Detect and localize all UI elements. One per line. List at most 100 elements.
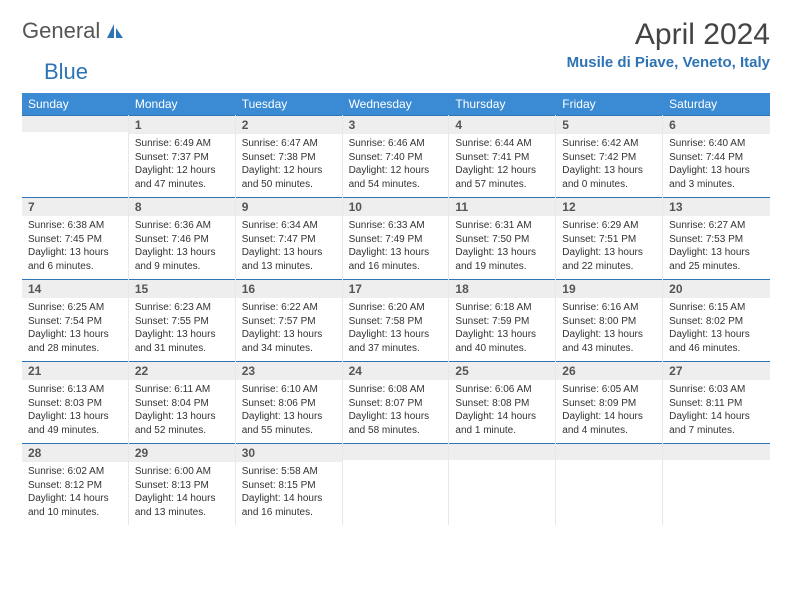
day-cell: 30Sunrise: 5:58 AMSunset: 8:15 PMDayligh… — [236, 443, 343, 525]
day-number: 10 — [343, 197, 449, 216]
day-details: Sunrise: 6:33 AMSunset: 7:49 PMDaylight:… — [343, 216, 449, 279]
day-details: Sunrise: 6:34 AMSunset: 7:47 PMDaylight:… — [236, 216, 342, 279]
dow-header-row: SundayMondayTuesdayWednesdayThursdayFrid… — [22, 93, 770, 115]
day-cell — [556, 443, 663, 525]
day-number: 6 — [663, 115, 770, 134]
day-cell: 22Sunrise: 6:11 AMSunset: 8:04 PMDayligh… — [129, 361, 236, 443]
logo-text-2: Blue — [44, 59, 88, 84]
day-cell: 16Sunrise: 6:22 AMSunset: 7:57 PMDayligh… — [236, 279, 343, 361]
dow-cell: Sunday — [22, 93, 129, 115]
day-number: 3 — [343, 115, 449, 134]
day-cell: 13Sunrise: 6:27 AMSunset: 7:53 PMDayligh… — [663, 197, 770, 279]
day-number: 17 — [343, 279, 449, 298]
day-details: Sunrise: 6:22 AMSunset: 7:57 PMDaylight:… — [236, 298, 342, 361]
day-details: Sunrise: 6:47 AMSunset: 7:38 PMDaylight:… — [236, 134, 342, 197]
day-number: 14 — [22, 279, 128, 298]
day-number — [556, 443, 662, 460]
day-number: 1 — [129, 115, 235, 134]
logo-sails-icon — [105, 22, 125, 40]
day-cell: 21Sunrise: 6:13 AMSunset: 8:03 PMDayligh… — [22, 361, 129, 443]
day-number: 9 — [236, 197, 342, 216]
day-number: 5 — [556, 115, 662, 134]
day-cell: 10Sunrise: 6:33 AMSunset: 7:49 PMDayligh… — [343, 197, 450, 279]
day-cell: 24Sunrise: 6:08 AMSunset: 8:07 PMDayligh… — [343, 361, 450, 443]
day-number: 20 — [663, 279, 770, 298]
day-cell: 15Sunrise: 6:23 AMSunset: 7:55 PMDayligh… — [129, 279, 236, 361]
week-row: 28Sunrise: 6:02 AMSunset: 8:12 PMDayligh… — [22, 443, 770, 525]
day-cell — [22, 115, 129, 197]
day-cell: 1Sunrise: 6:49 AMSunset: 7:37 PMDaylight… — [129, 115, 236, 197]
day-details: Sunrise: 5:58 AMSunset: 8:15 PMDaylight:… — [236, 462, 342, 525]
day-cell: 9Sunrise: 6:34 AMSunset: 7:47 PMDaylight… — [236, 197, 343, 279]
day-details: Sunrise: 6:23 AMSunset: 7:55 PMDaylight:… — [129, 298, 235, 361]
day-details: Sunrise: 6:31 AMSunset: 7:50 PMDaylight:… — [449, 216, 555, 279]
day-cell: 18Sunrise: 6:18 AMSunset: 7:59 PMDayligh… — [449, 279, 556, 361]
day-number: 30 — [236, 443, 342, 462]
day-cell: 3Sunrise: 6:46 AMSunset: 7:40 PMDaylight… — [343, 115, 450, 197]
day-cell: 19Sunrise: 6:16 AMSunset: 8:00 PMDayligh… — [556, 279, 663, 361]
day-number — [343, 443, 449, 460]
day-cell: 5Sunrise: 6:42 AMSunset: 7:42 PMDaylight… — [556, 115, 663, 197]
day-details: Sunrise: 6:49 AMSunset: 7:37 PMDaylight:… — [129, 134, 235, 197]
day-cell: 2Sunrise: 6:47 AMSunset: 7:38 PMDaylight… — [236, 115, 343, 197]
day-cell — [449, 443, 556, 525]
day-details: Sunrise: 6:13 AMSunset: 8:03 PMDaylight:… — [22, 380, 128, 443]
day-number: 11 — [449, 197, 555, 216]
day-details: Sunrise: 6:11 AMSunset: 8:04 PMDaylight:… — [129, 380, 235, 443]
day-number: 25 — [449, 361, 555, 380]
day-number: 15 — [129, 279, 235, 298]
day-details: Sunrise: 6:02 AMSunset: 8:12 PMDaylight:… — [22, 462, 128, 525]
dow-cell: Monday — [129, 93, 236, 115]
day-number: 28 — [22, 443, 128, 462]
logo-text-1: General — [22, 18, 100, 44]
dow-cell: Thursday — [449, 93, 556, 115]
week-row: 14Sunrise: 6:25 AMSunset: 7:54 PMDayligh… — [22, 279, 770, 361]
day-number: 22 — [129, 361, 235, 380]
day-details: Sunrise: 6:38 AMSunset: 7:45 PMDaylight:… — [22, 216, 128, 279]
day-cell: 25Sunrise: 6:06 AMSunset: 8:08 PMDayligh… — [449, 361, 556, 443]
day-number: 18 — [449, 279, 555, 298]
week-row: 21Sunrise: 6:13 AMSunset: 8:03 PMDayligh… — [22, 361, 770, 443]
day-number — [22, 115, 128, 132]
day-number: 12 — [556, 197, 662, 216]
day-details: Sunrise: 6:29 AMSunset: 7:51 PMDaylight:… — [556, 216, 662, 279]
day-details: Sunrise: 6:03 AMSunset: 8:11 PMDaylight:… — [663, 380, 770, 443]
day-cell: 14Sunrise: 6:25 AMSunset: 7:54 PMDayligh… — [22, 279, 129, 361]
day-number: 16 — [236, 279, 342, 298]
day-details: Sunrise: 6:08 AMSunset: 8:07 PMDaylight:… — [343, 380, 449, 443]
day-details: Sunrise: 6:15 AMSunset: 8:02 PMDaylight:… — [663, 298, 770, 361]
day-number: 13 — [663, 197, 770, 216]
day-cell: 4Sunrise: 6:44 AMSunset: 7:41 PMDaylight… — [449, 115, 556, 197]
day-cell: 11Sunrise: 6:31 AMSunset: 7:50 PMDayligh… — [449, 197, 556, 279]
day-number: 21 — [22, 361, 128, 380]
day-details: Sunrise: 6:44 AMSunset: 7:41 PMDaylight:… — [449, 134, 555, 197]
day-cell: 27Sunrise: 6:03 AMSunset: 8:11 PMDayligh… — [663, 361, 770, 443]
day-number: 19 — [556, 279, 662, 298]
day-details: Sunrise: 6:05 AMSunset: 8:09 PMDaylight:… — [556, 380, 662, 443]
day-cell: 7Sunrise: 6:38 AMSunset: 7:45 PMDaylight… — [22, 197, 129, 279]
week-row: 7Sunrise: 6:38 AMSunset: 7:45 PMDaylight… — [22, 197, 770, 279]
day-cell — [343, 443, 450, 525]
day-details: Sunrise: 6:18 AMSunset: 7:59 PMDaylight:… — [449, 298, 555, 361]
day-number: 29 — [129, 443, 235, 462]
day-details: Sunrise: 6:40 AMSunset: 7:44 PMDaylight:… — [663, 134, 770, 197]
day-details: Sunrise: 6:46 AMSunset: 7:40 PMDaylight:… — [343, 134, 449, 197]
day-cell: 6Sunrise: 6:40 AMSunset: 7:44 PMDaylight… — [663, 115, 770, 197]
day-cell: 12Sunrise: 6:29 AMSunset: 7:51 PMDayligh… — [556, 197, 663, 279]
day-details: Sunrise: 6:20 AMSunset: 7:58 PMDaylight:… — [343, 298, 449, 361]
day-number: 2 — [236, 115, 342, 134]
day-cell — [663, 443, 770, 525]
day-cell: 17Sunrise: 6:20 AMSunset: 7:58 PMDayligh… — [343, 279, 450, 361]
day-details: Sunrise: 6:06 AMSunset: 8:08 PMDaylight:… — [449, 380, 555, 443]
dow-cell: Saturday — [663, 93, 770, 115]
day-details: Sunrise: 6:25 AMSunset: 7:54 PMDaylight:… — [22, 298, 128, 361]
day-details: Sunrise: 6:27 AMSunset: 7:53 PMDaylight:… — [663, 216, 770, 279]
day-cell: 28Sunrise: 6:02 AMSunset: 8:12 PMDayligh… — [22, 443, 129, 525]
calendar: SundayMondayTuesdayWednesdayThursdayFrid… — [22, 93, 770, 525]
day-cell: 29Sunrise: 6:00 AMSunset: 8:13 PMDayligh… — [129, 443, 236, 525]
day-number — [663, 443, 770, 460]
day-details: Sunrise: 6:36 AMSunset: 7:46 PMDaylight:… — [129, 216, 235, 279]
day-details: Sunrise: 6:16 AMSunset: 8:00 PMDaylight:… — [556, 298, 662, 361]
day-cell: 8Sunrise: 6:36 AMSunset: 7:46 PMDaylight… — [129, 197, 236, 279]
logo: General — [22, 18, 127, 44]
